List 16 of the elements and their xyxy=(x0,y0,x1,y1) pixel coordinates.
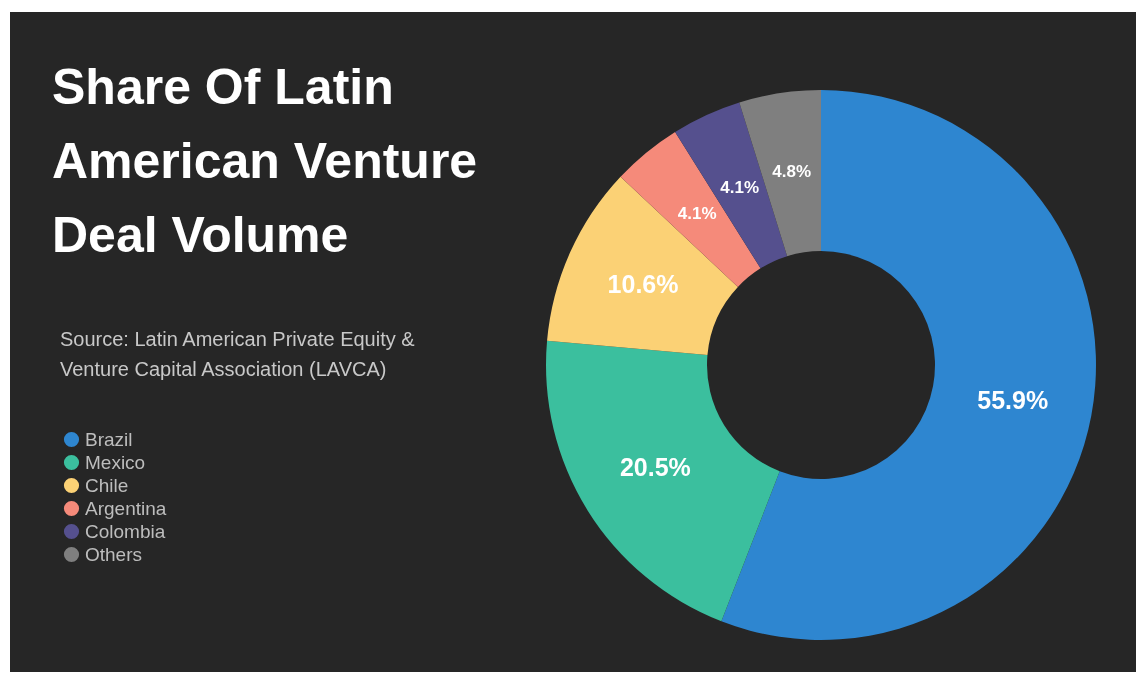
legend-label: Brazil xyxy=(85,428,133,450)
source-note: Source: Latin American Private Equity & Venture Capital Association (LAVCA) xyxy=(60,328,416,380)
data-label: 4.8% xyxy=(772,162,812,182)
legend-label: Argentina xyxy=(85,497,167,519)
data-label: 4.1% xyxy=(720,177,760,197)
legend-label: Colombia xyxy=(85,520,166,542)
donut-slice xyxy=(721,90,1096,640)
text: Share Of Latin American Venture Deal Volume xyxy=(52,59,478,263)
legend-label: Others xyxy=(85,543,143,565)
data-label: 4.1% xyxy=(677,204,717,224)
data-label: 55.9% xyxy=(977,385,1049,414)
data-label: 20.5% xyxy=(619,452,691,481)
legend-label: Mexico xyxy=(85,451,146,473)
donut-slice xyxy=(546,340,780,622)
data-label: 10.6% xyxy=(607,270,679,299)
legend-label: Chile xyxy=(85,474,129,496)
